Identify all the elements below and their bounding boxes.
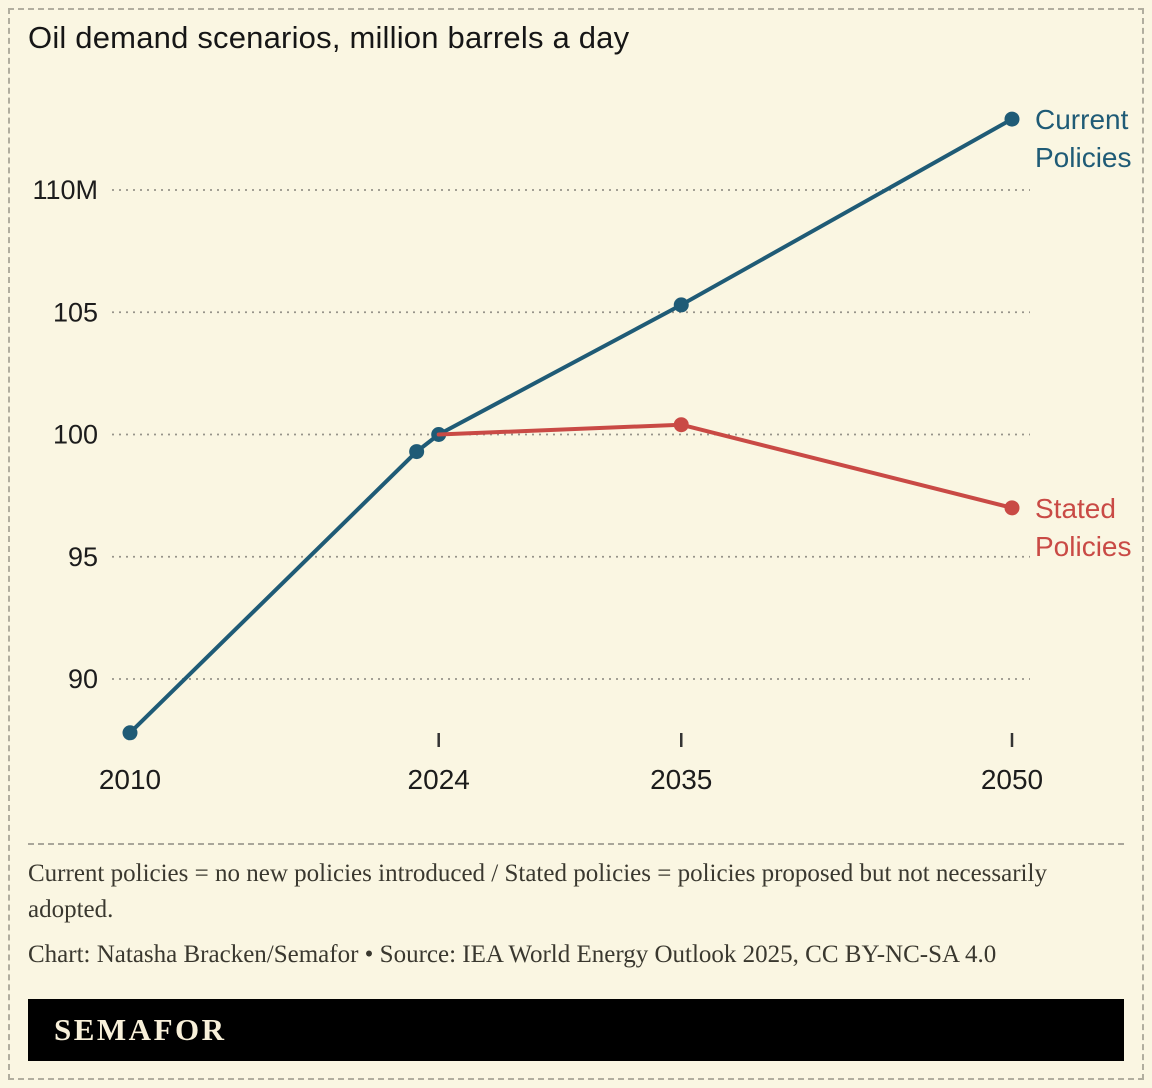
x-axis-label: 2050 xyxy=(981,764,1043,795)
data-point xyxy=(122,725,138,741)
data-point xyxy=(1004,500,1020,516)
series-label: Policies xyxy=(1035,142,1131,173)
x-axis-label: 2035 xyxy=(650,764,712,795)
data-point xyxy=(409,444,425,460)
y-axis-label: 110M xyxy=(32,175,98,205)
chart-footnote: Current policies = no new policies intro… xyxy=(28,860,1047,923)
y-axis-label: 105 xyxy=(53,297,98,327)
data-point xyxy=(673,417,689,433)
x-axis-label: 2010 xyxy=(99,764,161,795)
y-axis-label: 90 xyxy=(68,664,98,694)
footnote-divider xyxy=(28,843,1124,845)
series-line-stated-policies xyxy=(436,422,1014,510)
series-label: Current xyxy=(1035,104,1129,135)
semafor-logo-bar: SEMAFOR xyxy=(28,999,1124,1061)
x-axis-label: 2024 xyxy=(408,764,470,795)
series-line-current-policies xyxy=(128,117,1014,735)
semafor-logo: SEMAFOR xyxy=(54,1012,227,1047)
data-point xyxy=(1004,111,1020,127)
line-chart: 110M 105 100 95 90 2010 2024 2035 2050 Current Pol… xyxy=(32,104,1131,795)
y-axis-label: 95 xyxy=(68,542,98,572)
data-point xyxy=(673,297,689,313)
series-label: Stated xyxy=(1035,493,1116,524)
series-label: Policies xyxy=(1035,531,1131,562)
y-axis-label: 100 xyxy=(53,420,98,450)
chart-title: Oil demand scenarios, million barrels a … xyxy=(28,20,630,55)
chart-credit: Chart: Natasha Bracken/Semafor • Source:… xyxy=(28,941,997,968)
